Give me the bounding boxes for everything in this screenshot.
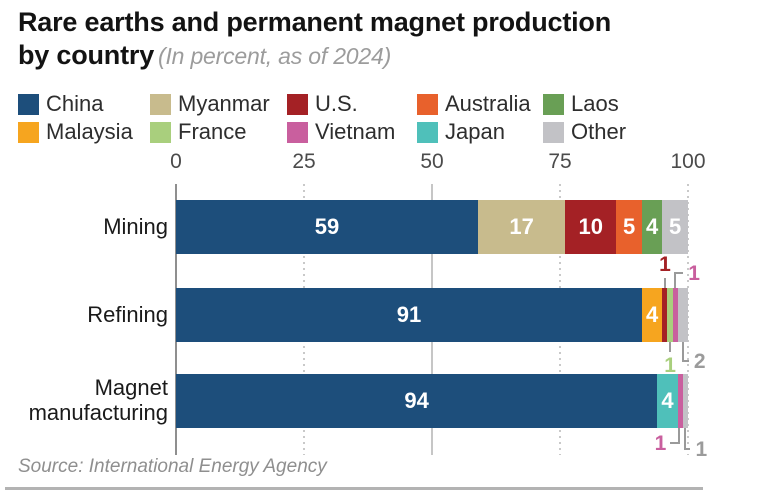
- bar-segment-japan: 4: [657, 374, 678, 428]
- color-swatch-icon: [543, 93, 564, 115]
- legend-item-china: China: [18, 91, 150, 117]
- legend-item-myanmar: Myanmar: [150, 91, 287, 117]
- color-swatch-icon: [150, 93, 171, 115]
- legend-item-japan: Japan: [417, 119, 543, 145]
- callout-label-vietnam: 1: [688, 262, 700, 285]
- legend-item-vietnam: Vietnam: [287, 119, 417, 145]
- callout-label-other: 1: [695, 438, 708, 461]
- axis-tick-25: 25: [292, 150, 316, 173]
- legend-item-other: Other: [543, 119, 626, 145]
- bar-segment-malaysia: 4: [641, 288, 663, 342]
- bar-segment-australia: 5: [616, 200, 642, 254]
- callout-line-other: [681, 342, 689, 362]
- bar-segment-myanmar: 17: [478, 200, 566, 254]
- legend-label: U.S.: [315, 91, 358, 116]
- legend-label: Japan: [445, 119, 505, 144]
- chart-title-line2: by country: [18, 39, 155, 70]
- bar-segment-laos: 4: [641, 200, 663, 254]
- bar-row-refining: 91 4: [176, 288, 688, 342]
- axis-tick-50: 50: [420, 150, 444, 173]
- legend-item-france: France: [150, 119, 287, 145]
- color-swatch-icon: [150, 121, 171, 143]
- row-label-mining: Mining: [103, 213, 168, 239]
- bar-segment-other: [682, 374, 688, 428]
- legend-item-australia: Australia: [417, 91, 543, 117]
- row-label-refining: Refining: [87, 301, 168, 327]
- callout-label-u-s: 1: [659, 253, 671, 276]
- color-swatch-icon: [287, 121, 308, 143]
- bar-row-magnet-manufacturing: 94 4: [176, 374, 688, 428]
- chart-subtitle: (In percent, as of 2024): [158, 42, 392, 69]
- axis-tick-75: 75: [548, 150, 572, 173]
- callout-label-other: 2: [693, 350, 706, 373]
- bar-segment-u-s: 10: [565, 200, 617, 254]
- bar-segment-china: 94: [176, 374, 658, 428]
- chart-title: Rare earths and permanent magnet product…: [18, 6, 768, 72]
- legend-label: Australia: [445, 91, 531, 116]
- axis-tick-0: 0: [170, 150, 182, 173]
- source-attribution: Source: International Energy Agency: [18, 456, 327, 477]
- callout-label-france: 1: [664, 354, 676, 377]
- callout-line-u-s: [663, 278, 666, 288]
- callout-line-vietnam: [670, 428, 681, 444]
- callout-label-vietnam: 1: [654, 432, 667, 455]
- bar-row-mining: 59 17 10 5 4 5: [176, 200, 688, 254]
- legend-label: Laos: [571, 91, 619, 116]
- bar-segment-other: 5: [662, 200, 688, 254]
- legend-label: Other: [571, 119, 627, 144]
- color-swatch-icon: [287, 93, 308, 115]
- bottom-divider: [5, 487, 703, 490]
- legend-label: France: [178, 119, 247, 144]
- legend-item-u-s: U.S.: [287, 91, 417, 117]
- bar-segment-china: 91: [176, 288, 642, 342]
- legend-label: Malaysia: [46, 119, 133, 144]
- bar-segment-vietnam: [677, 374, 683, 428]
- color-swatch-icon: [543, 121, 564, 143]
- color-swatch-icon: [417, 121, 438, 143]
- legend-item-laos: Laos: [543, 91, 626, 117]
- bar-segment-france: [667, 288, 673, 342]
- bar-segment-u-s: [662, 288, 668, 342]
- color-swatch-icon: [417, 93, 438, 115]
- legend-label: Myanmar: [178, 91, 270, 116]
- gridline-100: [687, 184, 689, 455]
- row-label-magnet-manufacturing: Magnet manufacturing: [28, 375, 168, 425]
- chart-title-line1: Rare earths and permanent magnet product…: [18, 7, 612, 37]
- bar-segment-china: 59: [176, 200, 479, 254]
- legend-label: Vietnam: [315, 119, 396, 144]
- callout-line-other: [684, 428, 691, 450]
- legend: China Myanmar U.S. Australia Laos Malaysia Fra…: [18, 90, 626, 146]
- callout-line-vietnam: [674, 272, 684, 288]
- color-swatch-icon: [18, 121, 39, 143]
- axis-tick-100: 100: [670, 150, 706, 173]
- legend-item-malaysia: Malaysia: [18, 119, 150, 145]
- legend-label: China: [46, 91, 104, 116]
- bar-segment-other: [677, 288, 688, 342]
- callout-line-france: [669, 342, 672, 352]
- color-swatch-icon: [18, 93, 39, 115]
- bar-segment-vietnam: [672, 288, 678, 342]
